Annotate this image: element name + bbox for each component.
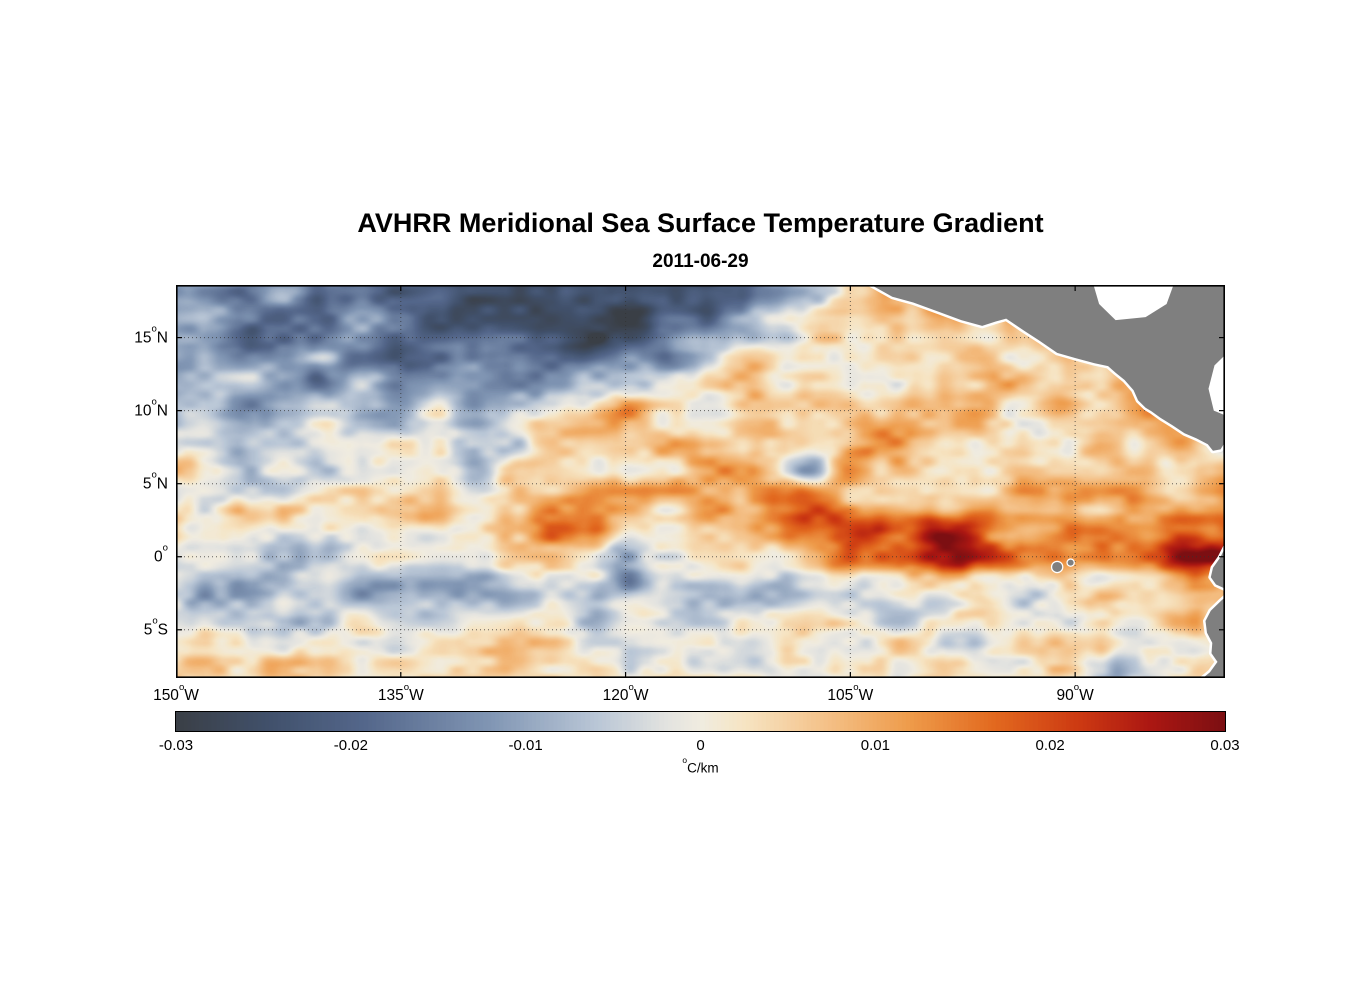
island bbox=[1050, 560, 1064, 574]
y-tick-label: 15oN bbox=[134, 323, 168, 347]
y-tick-label: 10oN bbox=[134, 396, 168, 420]
colorbar-tick-label: 0.03 bbox=[1210, 737, 1240, 754]
map-overlay bbox=[176, 285, 1225, 678]
no-data-water bbox=[1093, 285, 1174, 321]
no-data-water bbox=[1208, 355, 1225, 416]
landmass bbox=[868, 285, 1225, 454]
axes-frame bbox=[176, 285, 1225, 678]
x-tick-label: 120oW bbox=[602, 681, 649, 705]
x-tick-label: 135oW bbox=[377, 681, 424, 705]
y-tick-label: 0o bbox=[154, 542, 168, 566]
colorbar-tick-label: 0.01 bbox=[860, 737, 890, 754]
plot-area bbox=[176, 285, 1225, 678]
island bbox=[1066, 558, 1075, 567]
colorbar-ticks: -0.03 -0.02 -0.01 0 0.01 0.02 0.03 bbox=[159, 737, 1240, 757]
colorbar-tick-label: 0.02 bbox=[1035, 737, 1065, 754]
colorbar-tick-label: -0.01 bbox=[508, 737, 543, 754]
x-tick-label: 90oW bbox=[1056, 681, 1094, 705]
landmass bbox=[1199, 543, 1225, 678]
colorbar-tick-label: -0.02 bbox=[333, 737, 368, 754]
y-tick-label: 5oN bbox=[142, 469, 168, 493]
colorbar-unit: oC/km bbox=[682, 755, 719, 776]
x-axis: 150oW 135oW 120oW 105oW 90oW bbox=[153, 681, 1225, 706]
x-tick-label: 150oW bbox=[153, 681, 199, 705]
chart-subtitle: 2011-06-29 bbox=[652, 251, 749, 272]
colorbar-tick-label: 0 bbox=[696, 737, 705, 754]
colorbar-tick-label: -0.03 bbox=[158, 737, 194, 754]
x-tick-label: 105oW bbox=[827, 681, 874, 705]
chart-title: AVHRR Meridional Sea Surface Temperature… bbox=[357, 208, 1044, 238]
y-tick-label: 5oS bbox=[143, 615, 168, 639]
colorbar bbox=[175, 711, 1226, 732]
